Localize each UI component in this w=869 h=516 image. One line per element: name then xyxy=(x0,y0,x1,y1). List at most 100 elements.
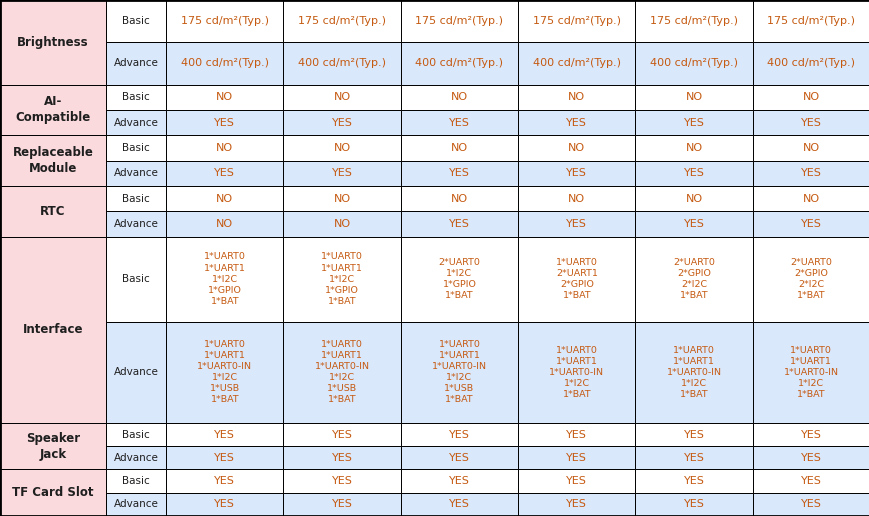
Text: YES: YES xyxy=(566,476,587,486)
Text: RTC: RTC xyxy=(40,205,66,218)
Text: NO: NO xyxy=(802,143,819,153)
Bar xyxy=(283,85,401,110)
Text: 400 cd/m²(Typ.): 400 cd/m²(Typ.) xyxy=(298,58,386,69)
Bar xyxy=(517,493,634,516)
Bar xyxy=(517,237,634,321)
Bar xyxy=(517,470,634,493)
Bar xyxy=(401,85,518,110)
Bar xyxy=(517,0,634,42)
Bar xyxy=(634,493,752,516)
Bar xyxy=(517,186,634,212)
Text: YES: YES xyxy=(214,499,235,509)
Text: YES: YES xyxy=(566,453,587,463)
Text: NO: NO xyxy=(333,92,350,102)
Bar xyxy=(634,423,752,446)
Text: Advance: Advance xyxy=(114,58,158,69)
Text: NO: NO xyxy=(685,194,702,204)
Text: YES: YES xyxy=(800,453,821,463)
Bar xyxy=(752,446,869,470)
Bar xyxy=(752,321,869,423)
Bar xyxy=(106,110,166,135)
Text: Advance: Advance xyxy=(114,453,158,463)
Text: 1*UART0
1*UART1
1*UART0-IN
1*I2C
1*BAT: 1*UART0 1*UART1 1*UART0-IN 1*I2C 1*BAT xyxy=(548,346,604,399)
Bar xyxy=(283,42,401,85)
Bar xyxy=(106,423,166,446)
Text: YES: YES xyxy=(214,430,235,440)
Text: YES: YES xyxy=(448,453,469,463)
Bar xyxy=(283,493,401,516)
Text: YES: YES xyxy=(683,430,704,440)
Text: Advance: Advance xyxy=(114,118,158,127)
Bar xyxy=(106,42,166,85)
Bar xyxy=(106,0,166,42)
Text: YES: YES xyxy=(214,118,235,127)
Bar xyxy=(401,160,518,186)
Text: Basic: Basic xyxy=(123,16,149,26)
Bar xyxy=(401,0,518,42)
Text: 175 cd/m²(Typ.): 175 cd/m²(Typ.) xyxy=(532,16,620,26)
Text: Basic: Basic xyxy=(123,92,149,102)
Text: 2*UART0
2*GPIO
2*I2C
1*BAT: 2*UART0 2*GPIO 2*I2C 1*BAT xyxy=(673,258,714,300)
Bar xyxy=(752,212,869,237)
Bar xyxy=(752,423,869,446)
Bar xyxy=(0,85,106,135)
Bar xyxy=(0,237,106,423)
Text: YES: YES xyxy=(566,430,587,440)
Text: NO: NO xyxy=(450,143,468,153)
Bar xyxy=(752,135,869,160)
Bar xyxy=(0,186,106,237)
Bar xyxy=(283,186,401,212)
Bar xyxy=(752,237,869,321)
Bar xyxy=(634,446,752,470)
Text: YES: YES xyxy=(214,168,235,179)
Bar xyxy=(0,423,106,470)
Bar xyxy=(752,160,869,186)
Text: NO: NO xyxy=(685,92,702,102)
Text: 400 cd/m²(Typ.): 400 cd/m²(Typ.) xyxy=(181,58,269,69)
Bar xyxy=(166,135,283,160)
Text: 175 cd/m²(Typ.): 175 cd/m²(Typ.) xyxy=(649,16,737,26)
Bar xyxy=(401,470,518,493)
Bar xyxy=(166,493,283,516)
Bar xyxy=(401,212,518,237)
Text: 1*UART0
1*UART1
1*UART0-IN
1*I2C
1*USB
1*BAT: 1*UART0 1*UART1 1*UART0-IN 1*I2C 1*USB 1… xyxy=(315,340,369,405)
Bar xyxy=(401,135,518,160)
Text: NO: NO xyxy=(802,194,819,204)
Text: YES: YES xyxy=(800,168,821,179)
Bar xyxy=(0,0,106,85)
Text: 175 cd/m²(Typ.): 175 cd/m²(Typ.) xyxy=(181,16,269,26)
Text: 400 cd/m²(Typ.): 400 cd/m²(Typ.) xyxy=(532,58,620,69)
Text: NO: NO xyxy=(567,92,585,102)
Bar xyxy=(166,212,283,237)
Bar xyxy=(401,321,518,423)
Bar xyxy=(106,160,166,186)
Bar xyxy=(106,212,166,237)
Bar xyxy=(634,470,752,493)
Text: YES: YES xyxy=(448,499,469,509)
Text: YES: YES xyxy=(331,499,352,509)
Text: Replaceable
Module: Replaceable Module xyxy=(13,146,93,175)
Text: 1*UART0
1*UART1
1*UART0-IN
1*I2C
1*BAT: 1*UART0 1*UART1 1*UART0-IN 1*I2C 1*BAT xyxy=(783,346,838,399)
Text: YES: YES xyxy=(331,453,352,463)
Bar xyxy=(752,42,869,85)
Bar xyxy=(283,110,401,135)
Text: Advance: Advance xyxy=(114,219,158,229)
Bar xyxy=(106,85,166,110)
Text: TF Card Slot: TF Card Slot xyxy=(12,486,94,499)
Text: Basic: Basic xyxy=(123,430,149,440)
Text: YES: YES xyxy=(800,219,821,229)
Text: YES: YES xyxy=(448,118,469,127)
Text: 1*UART0
2*UART1
2*GPIO
1*BAT: 1*UART0 2*UART1 2*GPIO 1*BAT xyxy=(555,258,597,300)
Bar xyxy=(106,237,166,321)
Text: YES: YES xyxy=(331,476,352,486)
Text: YES: YES xyxy=(448,476,469,486)
Bar xyxy=(166,42,283,85)
Bar xyxy=(517,85,634,110)
Bar xyxy=(634,321,752,423)
Text: YES: YES xyxy=(566,499,587,509)
Bar xyxy=(634,160,752,186)
Text: YES: YES xyxy=(448,168,469,179)
Text: Advance: Advance xyxy=(114,367,158,377)
Bar xyxy=(401,186,518,212)
Text: 1*UART0
1*UART1
1*I2C
1*GPIO
1*BAT: 1*UART0 1*UART1 1*I2C 1*GPIO 1*BAT xyxy=(203,252,245,306)
